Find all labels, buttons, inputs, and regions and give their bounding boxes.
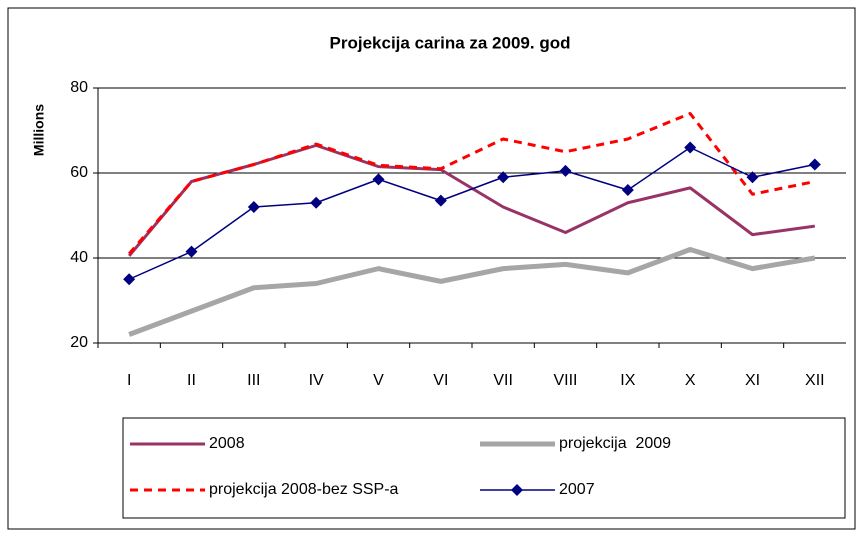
y-tick-label: 40: [70, 249, 88, 266]
point-marker: [310, 196, 323, 209]
legend-label: projekcija 2009: [559, 435, 671, 452]
y-tick-label: 20: [70, 334, 88, 351]
series-line: [128, 112, 816, 255]
point-marker: [808, 158, 821, 171]
point-marker: [372, 173, 385, 186]
x-tick-label: IV: [309, 372, 324, 389]
series-line: [128, 146, 815, 280]
x-tick-label: IX: [620, 372, 635, 389]
x-tick-label: V: [373, 372, 384, 389]
legend-label: 2008: [209, 435, 245, 452]
chart-title: Projekcija carina za 2009. god: [330, 33, 571, 52]
x-tick-label: VII: [493, 372, 513, 389]
legend-label: projekcija 2008-bez SSP-a: [209, 481, 399, 498]
x-tick-label: X: [685, 372, 696, 389]
x-tick-label: VI: [433, 372, 448, 389]
x-tick-label: XI: [745, 372, 760, 389]
point-marker: [559, 164, 572, 177]
point-marker: [684, 141, 697, 154]
point-marker: [434, 194, 447, 207]
point-marker: [185, 245, 198, 258]
y-tick-label: 60: [70, 164, 88, 181]
point-marker: [621, 184, 634, 196]
legend-marker: [511, 484, 523, 496]
x-tick-label: II: [187, 372, 196, 389]
legend-label: 2007: [559, 481, 595, 498]
x-tick-label: III: [247, 372, 260, 389]
point-marker: [746, 171, 759, 184]
x-tick-label: XII: [805, 372, 825, 389]
x-tick-label: VIII: [553, 372, 577, 389]
x-tick-label: I: [127, 372, 131, 389]
series-line: [128, 247, 816, 337]
point-marker: [123, 273, 136, 286]
point-marker: [247, 201, 260, 213]
y-tick-label: 80: [70, 79, 88, 96]
legend-box: [122, 417, 846, 519]
point-marker: [497, 171, 510, 184]
y-axis-title: Millions: [31, 104, 47, 156]
